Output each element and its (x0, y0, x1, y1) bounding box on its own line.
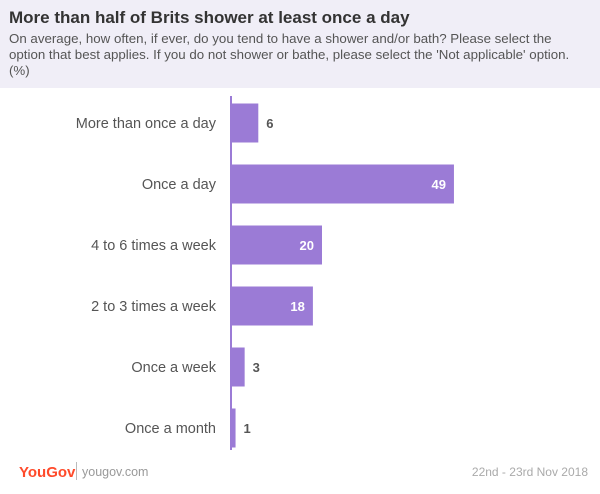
bar-chart: More than once a day 6 Once a day 49 4 to 6 … (0, 88, 600, 458)
bar[interactable] (231, 408, 236, 448)
category-label: 2 to 3 times a week (91, 299, 217, 315)
bar-value-label: 20 (300, 238, 314, 253)
bar[interactable] (231, 347, 245, 387)
chart-svg: More than once a day 6 Once a day 49 4 to 6 … (76, 96, 454, 450)
bar[interactable] (231, 103, 259, 143)
bar-value-label: 18 (290, 299, 304, 314)
category-label: Once a week (131, 360, 216, 376)
category-label: More than once a day (76, 116, 217, 132)
bar[interactable] (231, 225, 322, 265)
chart-subtitle: On average, how often, if ever, do you t… (9, 31, 570, 78)
bar[interactable] (231, 286, 313, 326)
chart-title: More than half of Brits shower at least … (9, 8, 410, 27)
yougov-logo[interactable]: YouGov (19, 464, 76, 481)
logo-divider (76, 462, 77, 480)
bar-value-label: 3 (253, 360, 260, 375)
fieldwork-date: 22nd - 23rd Nov 2018 (471, 465, 588, 479)
category-label: 4 to 6 times a week (91, 238, 217, 254)
bar-value-label: 1 (244, 421, 251, 436)
chart-header: More than half of Brits shower at least … (0, 0, 600, 88)
site-link[interactable]: yougov.com (82, 465, 149, 479)
category-label: Once a day (142, 177, 217, 193)
bar[interactable] (231, 164, 454, 204)
bar-value-label: 49 (431, 177, 445, 192)
chart-footer: YouGov yougov.com 22nd - 23rd Nov 2018 (0, 456, 600, 494)
bar-value-label: 6 (266, 116, 273, 131)
category-label: Once a month (125, 421, 216, 437)
